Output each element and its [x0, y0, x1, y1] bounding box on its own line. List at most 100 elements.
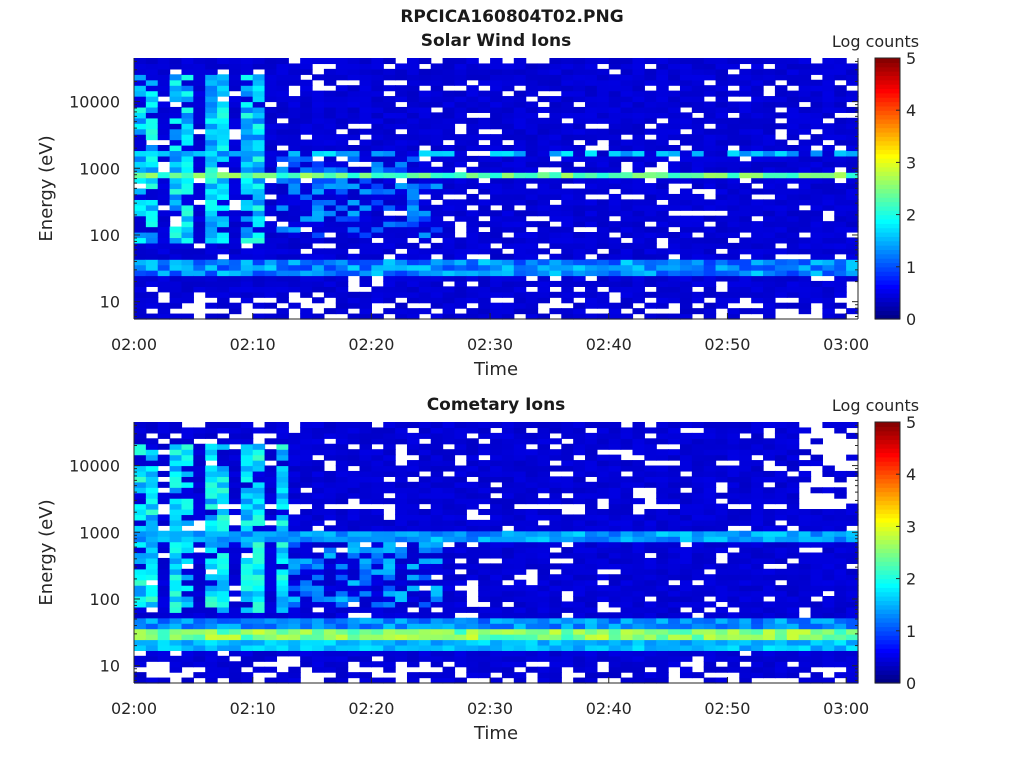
spectrogram-cell [620, 242, 634, 249]
spectrogram-cell [632, 291, 645, 298]
spectrogram-cell [335, 465, 349, 472]
spectrogram-cell [193, 596, 206, 603]
spectrogram-cell [679, 552, 693, 559]
spectrogram-cell [798, 210, 812, 217]
spectrogram-cell [406, 74, 420, 81]
spectrogram-cell [632, 655, 645, 662]
spectrogram-cell [418, 639, 432, 646]
spectrogram-cell [181, 509, 194, 516]
spectrogram-cell [573, 487, 586, 494]
spectrogram-cell [739, 487, 752, 494]
spectrogram-cell [513, 432, 527, 439]
spectrogram-cell [573, 145, 586, 152]
spectrogram-cell [240, 574, 254, 581]
spectrogram-cell [632, 183, 645, 190]
spectrogram-cell [490, 443, 503, 450]
spectrogram-cell [620, 552, 634, 559]
spectrogram-cell [763, 248, 776, 255]
spectrogram-cell [727, 259, 740, 266]
spectrogram-cell [810, 106, 823, 113]
spectrogram-cell [359, 313, 372, 320]
spectrogram-cell [252, 232, 266, 239]
spectrogram-cell [608, 221, 622, 228]
spectrogram-cell [454, 183, 467, 190]
spectrogram-cell [430, 128, 444, 135]
spectrogram-cell [300, 101, 313, 108]
spectrogram-cell [585, 519, 598, 526]
spectrogram-cell [751, 210, 764, 217]
spectrogram-cell [727, 541, 740, 548]
spectrogram-cell [430, 302, 444, 309]
spectrogram-cell [418, 215, 432, 222]
spectrogram-cell [383, 134, 396, 141]
spectrogram-cell [727, 492, 740, 499]
spectrogram-cell [703, 215, 717, 222]
spectrogram-cell [240, 199, 254, 206]
spectrogram-cell [276, 443, 289, 450]
spectrogram-cell [561, 519, 574, 526]
spectrogram-cell [679, 291, 693, 298]
spectrogram-cell [846, 68, 859, 75]
spectrogram-cell [157, 639, 171, 646]
spectrogram-cell [632, 161, 645, 168]
spectrogram-cell [513, 509, 527, 516]
spectrogram-cell [490, 215, 503, 222]
spectrogram-cell [312, 536, 325, 543]
spectrogram-cell [169, 585, 183, 592]
spectrogram-cell [501, 606, 515, 613]
spectrogram-cell [537, 547, 551, 554]
spectrogram-cell [596, 128, 610, 135]
spectrogram-cell [763, 438, 776, 445]
spectrogram-cell [834, 172, 847, 179]
spectrogram-cell [312, 596, 325, 603]
spectrogram-cell [573, 199, 586, 206]
spectrogram-cell [715, 509, 729, 516]
spectrogram-cell [335, 492, 349, 499]
spectrogram-cell [181, 547, 194, 554]
spectrogram-cell [442, 492, 456, 499]
spectrogram-cell [430, 568, 444, 575]
spectrogram-cell [264, 286, 278, 293]
spectrogram-cell [228, 237, 242, 244]
spectrogram-cell [193, 264, 206, 271]
spectrogram-cell [383, 286, 396, 293]
spectrogram-cell [525, 237, 539, 244]
spectrogram-cell [169, 476, 183, 483]
spectrogram-cell [466, 74, 479, 81]
spectrogram-cell [430, 672, 444, 679]
spectrogram-cell [169, 172, 183, 179]
spectrogram-cell [312, 623, 325, 630]
spectrogram-cell [596, 150, 610, 157]
spectrogram-cell [537, 204, 551, 211]
spectrogram-cell [169, 166, 183, 173]
spectrogram-cell [561, 90, 574, 97]
spectrogram-cell [252, 177, 266, 184]
spectrogram-cell [395, 568, 408, 575]
spectrogram-cell [406, 628, 420, 635]
spectrogram-cell [644, 215, 657, 222]
spectrogram-cell [335, 259, 349, 266]
spectrogram-cell [406, 155, 420, 162]
spectrogram-cell [620, 460, 634, 467]
spectrogram-cell [228, 677, 242, 684]
spectrogram-cell [371, 590, 384, 597]
spectrogram-cell [774, 85, 788, 92]
spectrogram-cell [157, 536, 171, 543]
spectrogram-cell [335, 623, 349, 630]
spectrogram-cell [134, 498, 147, 505]
spectrogram-cell [644, 259, 657, 266]
spectrogram-cell [596, 617, 610, 624]
spectrogram-cell [312, 270, 325, 277]
spectrogram-cell [300, 655, 313, 662]
spectrogram-cell [323, 166, 337, 173]
spectrogram-cell [596, 470, 610, 477]
spectrogram-cell [656, 280, 669, 287]
colorbar-tick-label: 2 [906, 206, 916, 225]
spectrogram-cell [430, 264, 444, 271]
spectrogram-cell [549, 481, 562, 488]
spectrogram-cell [822, 90, 835, 97]
spectrogram-cell [513, 596, 527, 603]
spectrogram-cell [454, 79, 467, 86]
spectrogram-cell [395, 612, 408, 619]
spectrogram-cell [312, 58, 325, 65]
